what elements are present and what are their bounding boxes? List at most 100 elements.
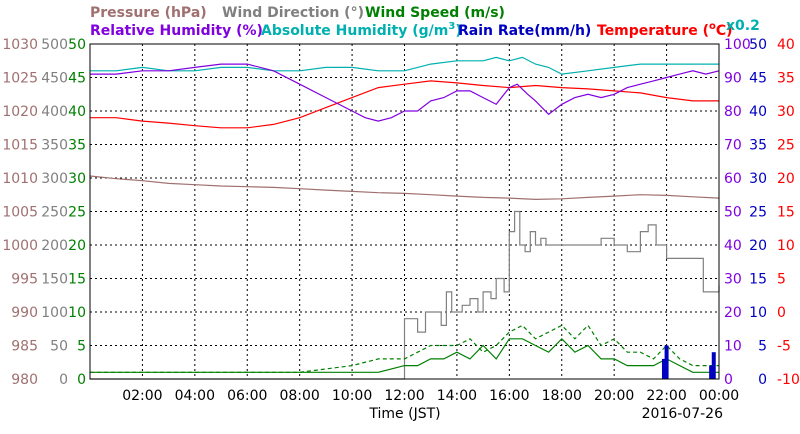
x-tick-label: 04:00 bbox=[175, 388, 215, 404]
tick-label-relative-humidity: 50 bbox=[724, 205, 742, 221]
tick-label-relative-humidity: 30 bbox=[724, 272, 742, 288]
series-layer bbox=[89, 56, 720, 380]
tick-label-relative-humidity: 60 bbox=[724, 171, 742, 187]
absolute-humidity-header-text: Absolute Humidity (g/m bbox=[261, 23, 448, 39]
tick-label-wind-speed: 45 bbox=[68, 71, 86, 87]
tick-label-wind-speed: 20 bbox=[68, 238, 86, 254]
series-wind-speed bbox=[90, 337, 719, 373]
wind-speed-header: Wind Speed (m/s) bbox=[365, 5, 505, 21]
tick-label-temperature: 25 bbox=[777, 138, 795, 154]
tick-label-wind-direction: 200 bbox=[41, 238, 68, 254]
tick-label-relative-humidity: 70 bbox=[724, 138, 742, 154]
rain-rate-header: Rain Rate(mm/h) bbox=[458, 23, 591, 39]
temperature-header: Temperature (oC) bbox=[597, 21, 733, 39]
series-rain-rate-bar bbox=[664, 345, 669, 379]
tick-label-rain-rate: 15 bbox=[749, 272, 767, 288]
x-tick-label: 16:00 bbox=[489, 388, 529, 404]
tick-label-rain-rate: 20 bbox=[749, 238, 767, 254]
tick-label-relative-humidity: 10 bbox=[724, 339, 742, 355]
series-wind-direction bbox=[90, 210, 720, 380]
tick-label-rain-rate: 50 bbox=[749, 37, 767, 53]
x-tick-label: 14:00 bbox=[437, 388, 477, 404]
tick-label-relative-humidity: 40 bbox=[724, 238, 742, 254]
tick-label-rain-rate: 0 bbox=[758, 372, 767, 388]
tick-label-wind-direction: 50 bbox=[50, 339, 68, 355]
tick-label-temperature: 40 bbox=[777, 37, 795, 53]
pressure-header: Pressure (hPa) bbox=[90, 5, 207, 21]
absolute-humidity-header-close: ) bbox=[455, 23, 461, 39]
tick-label-wind-direction: 500 bbox=[41, 37, 68, 53]
tick-label-wind-direction: 100 bbox=[41, 305, 68, 321]
tick-label-relative-humidity: 0 bbox=[724, 372, 733, 388]
series-rain-rate-bar bbox=[661, 358, 666, 379]
tick-label-temperature: -10 bbox=[777, 372, 800, 388]
tick-label-pressure: 1015 bbox=[2, 138, 38, 154]
x-tick-label: 00:00 bbox=[699, 388, 739, 404]
x-axis-title: Time (JST) bbox=[368, 406, 440, 422]
series-temperature bbox=[90, 80, 719, 129]
tick-label-wind-speed: 35 bbox=[68, 138, 86, 154]
tick-label-relative-humidity: 80 bbox=[724, 104, 742, 120]
x-tick-label: 10:00 bbox=[332, 388, 372, 404]
x-tick-label: 20:00 bbox=[594, 388, 634, 404]
temperature-header-unit: C) bbox=[716, 23, 733, 39]
series-rain-rate-bar bbox=[711, 352, 716, 379]
tick-label-wind-direction: 450 bbox=[41, 71, 68, 87]
tick-label-wind-speed: 15 bbox=[68, 272, 86, 288]
tick-label-wind-direction: 300 bbox=[41, 171, 68, 187]
tick-label-rain-rate: 35 bbox=[749, 138, 767, 154]
tick-label-relative-humidity: 90 bbox=[724, 71, 742, 87]
tick-label-wind-speed: 40 bbox=[68, 104, 86, 120]
series-relative-humidity bbox=[90, 63, 720, 122]
tick-label-rain-rate: 5 bbox=[758, 339, 767, 355]
tick-label-temperature: 30 bbox=[777, 104, 795, 120]
x-tick-label: 08:00 bbox=[279, 388, 319, 404]
tick-label-wind-speed: 5 bbox=[77, 339, 86, 355]
tick-label-temperature: 35 bbox=[777, 71, 795, 87]
absolute-humidity-header: Absolute Humidity (g/m3) bbox=[261, 21, 462, 39]
tick-label-rain-rate: 45 bbox=[749, 71, 767, 87]
x-tick-label: 22:00 bbox=[646, 388, 686, 404]
tick-label-temperature: 20 bbox=[777, 171, 795, 187]
tick-label-wind-speed: 25 bbox=[68, 205, 86, 221]
header-row-2: Relative Humidity (%) Absolute Humidity … bbox=[90, 18, 760, 39]
series-wind-speed-gust bbox=[90, 324, 719, 373]
tick-label-temperature: -5 bbox=[777, 339, 791, 355]
x-tick-label: 12:00 bbox=[384, 388, 424, 404]
tick-label-pressure: 1020 bbox=[2, 104, 38, 120]
tick-label-temperature: 10 bbox=[777, 238, 795, 254]
tick-label-pressure: 980 bbox=[11, 372, 38, 388]
tick-label-wind-direction: 0 bbox=[59, 372, 68, 388]
grid bbox=[90, 44, 719, 379]
plot-frame bbox=[89, 43, 720, 380]
tick-label-wind-speed: 50 bbox=[68, 37, 86, 53]
series-pressure bbox=[89, 175, 720, 201]
tick-label-pressure: 990 bbox=[11, 305, 38, 321]
x-tick-label: 18:00 bbox=[542, 388, 582, 404]
tick-label-pressure: 1005 bbox=[2, 205, 38, 221]
series-absolute-humidity bbox=[90, 56, 719, 75]
series-rain-rate-bar bbox=[709, 365, 714, 379]
tick-label-pressure: 995 bbox=[11, 272, 38, 288]
tick-label-pressure: 985 bbox=[11, 339, 38, 355]
wind-direction-header: Wind Direction (°) bbox=[222, 5, 364, 21]
tick-label-wind-speed: 0 bbox=[77, 372, 86, 388]
tick-label-relative-humidity: 20 bbox=[724, 305, 742, 321]
absolute-humidity-multiplier: x0.2 bbox=[726, 18, 760, 34]
axis-labels: 1030102510201015101010051000995990985980… bbox=[2, 37, 800, 404]
tick-label-pressure: 1010 bbox=[2, 171, 38, 187]
tick-label-temperature: 15 bbox=[777, 205, 795, 221]
tick-label-wind-direction: 350 bbox=[41, 138, 68, 154]
tick-label-rain-rate: 10 bbox=[749, 305, 767, 321]
tick-label-rain-rate: 30 bbox=[749, 171, 767, 187]
tick-label-rain-rate: 40 bbox=[749, 104, 767, 120]
tick-label-temperature: 0 bbox=[777, 305, 786, 321]
tick-label-rain-rate: 25 bbox=[749, 205, 767, 221]
tick-label-wind-speed: 30 bbox=[68, 171, 86, 187]
tick-label-relative-humidity: 100 bbox=[724, 37, 751, 53]
x-tick-label: 02:00 bbox=[122, 388, 162, 404]
relative-humidity-header: Relative Humidity (%) bbox=[90, 23, 263, 39]
x-tick-label: 06:00 bbox=[227, 388, 267, 404]
temperature-header-deg: o bbox=[709, 21, 716, 32]
